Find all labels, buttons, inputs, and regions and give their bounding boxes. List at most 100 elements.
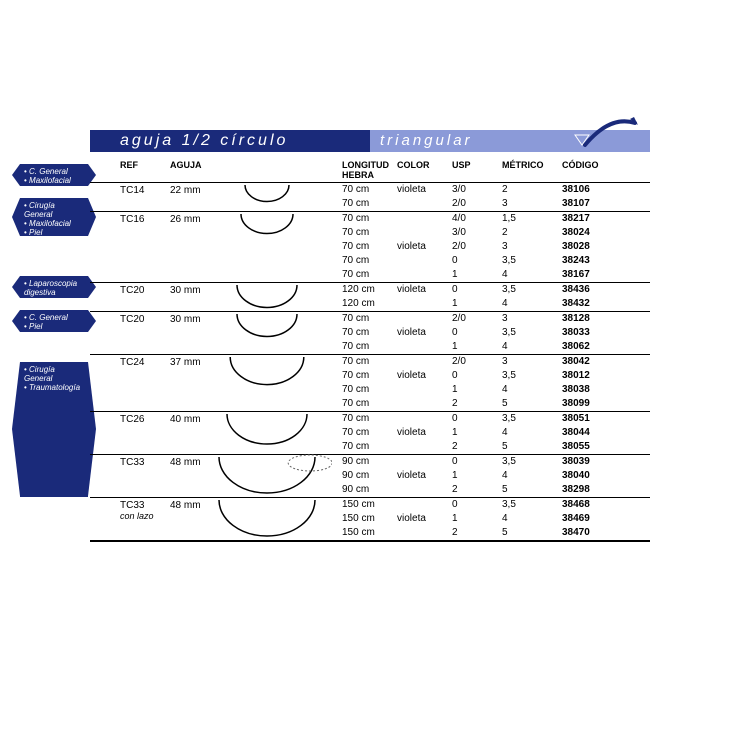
cell-color [397,412,452,426]
cell-longitud: 70 cm [342,312,397,326]
cell-usp: 2/0 [452,355,502,369]
cell-longitud: 70 cm [342,326,397,340]
cell-metrico: 3,5 [502,498,562,512]
cell-ref: TC33 [90,455,170,497]
cell-ref: TC16 [90,212,170,282]
cell-metrico: 4 [502,469,562,483]
table-row: 70 cm 2/0 3 38107 [342,197,650,211]
cell-codigo: 38024 [562,226,622,240]
cell-codigo: 38167 [562,268,622,282]
needle-curve-icon [222,355,342,411]
table-group: TC24 37 mm 70 cm 2/0 3 38042 70 cm viole… [90,355,650,412]
table-row: 90 cm 0 3,5 38039 [342,455,650,469]
cell-color [397,197,452,211]
table-row: 70 cm 0 3,5 38051 [342,412,650,426]
needle-icon [580,115,640,150]
cell-color [397,254,452,268]
cell-codigo: 38243 [562,254,622,268]
cell-longitud: 70 cm [342,355,397,369]
cell-longitud: 150 cm [342,512,397,526]
cell-longitud: 70 cm [342,440,397,454]
header-aguja: AGUJA [170,160,222,180]
cell-codigo: 38042 [562,355,622,369]
side-tag: • Laparoscopia digestiva [20,276,88,298]
needle-curve-icon [222,455,342,497]
cell-longitud: 70 cm [342,369,397,383]
cell-longitud: 70 cm [342,240,397,254]
cell-longitud: 90 cm [342,469,397,483]
cell-codigo: 38106 [562,183,622,197]
table-row: 70 cm 1 4 38038 [342,383,650,397]
cell-usp: 0 [452,369,502,383]
cell-color [397,312,452,326]
cell-longitud: 70 cm [342,197,397,211]
cell-longitud: 70 cm [342,212,397,226]
cell-usp: 0 [452,412,502,426]
table-row: 90 cm violeta 1 4 38040 [342,469,650,483]
cell-usp: 2/0 [452,197,502,211]
table-group: TC33con lazo 48 mm 150 cm 0 3,5 38468 15… [90,498,650,542]
cell-longitud: 90 cm [342,455,397,469]
cell-longitud: 70 cm [342,383,397,397]
cell-codigo: 38012 [562,369,622,383]
table-row: 70 cm violeta 0 3,5 38033 [342,326,650,340]
cell-longitud: 70 cm [342,226,397,240]
cell-codigo: 38470 [562,526,622,540]
side-tag: • Cirugía General• Traumatología [20,362,88,497]
cell-metrico: 3 [502,240,562,254]
cell-color: violeta [397,283,452,297]
cell-codigo: 38217 [562,212,622,226]
group-rows: 70 cm 2/0 3 38128 70 cm violeta 0 3,5 38… [342,312,650,354]
cell-metrico: 3 [502,197,562,211]
cell-usp: 0 [452,498,502,512]
cell-metrico: 4 [502,383,562,397]
title-right-text: triangular [380,132,473,149]
table-group: TC20 30 mm 120 cm violeta 0 3,5 38436 12… [90,283,650,312]
cell-metrico: 3,5 [502,283,562,297]
table-row: 150 cm 2 5 38470 [342,526,650,540]
cell-longitud: 70 cm [342,412,397,426]
cell-codigo: 38128 [562,312,622,326]
needle-curve-icon [222,283,342,311]
table-row: 90 cm 2 5 38298 [342,483,650,497]
cell-codigo: 38107 [562,197,622,211]
needle-curve-icon [222,212,342,282]
cell-usp: 0 [452,455,502,469]
title-left: aguja 1/2 círculo [90,130,370,152]
cell-codigo: 38436 [562,283,622,297]
needle-curve-icon [222,183,342,211]
cell-usp: 1 [452,469,502,483]
cell-longitud: 70 cm [342,254,397,268]
cell-metrico: 4 [502,426,562,440]
title-right: triangular [370,130,650,152]
cell-color [397,498,452,512]
cell-metrico: 5 [502,397,562,411]
group-rows: 70 cm violeta 3/0 2 38106 70 cm 2/0 3 38… [342,183,650,211]
table-row: 70 cm 2 5 38055 [342,440,650,454]
table-row: 70 cm violeta 3/0 2 38106 [342,183,650,197]
cell-metrico: 2 [502,226,562,240]
cell-longitud: 120 cm [342,283,397,297]
cell-metrico: 3,5 [502,412,562,426]
cell-usp: 1 [452,340,502,354]
table-header: REF AGUJA LONGITUD HEBRA COLOR USP MÉTRI… [90,156,650,183]
cell-color [397,268,452,282]
cell-color [397,483,452,497]
cell-metrico: 2 [502,183,562,197]
cell-metrico: 3 [502,355,562,369]
cell-codigo: 38040 [562,469,622,483]
table-row: 150 cm violeta 1 4 38469 [342,512,650,526]
needle-curve-icon [222,498,342,540]
table-group: TC33 48 mm 90 cm 0 3,5 38039 90 cm viole… [90,455,650,498]
cell-metrico: 5 [502,440,562,454]
table-row: 150 cm 0 3,5 38468 [342,498,650,512]
cell-usp: 2/0 [452,312,502,326]
cell-color: violeta [397,369,452,383]
cell-metrico: 4 [502,512,562,526]
cell-longitud: 70 cm [342,397,397,411]
table-group: TC20 30 mm 70 cm 2/0 3 38128 70 cm viole… [90,312,650,355]
cell-color: violeta [397,240,452,254]
cell-metrico: 4 [502,340,562,354]
cell-usp: 2 [452,440,502,454]
cell-codigo: 38469 [562,512,622,526]
